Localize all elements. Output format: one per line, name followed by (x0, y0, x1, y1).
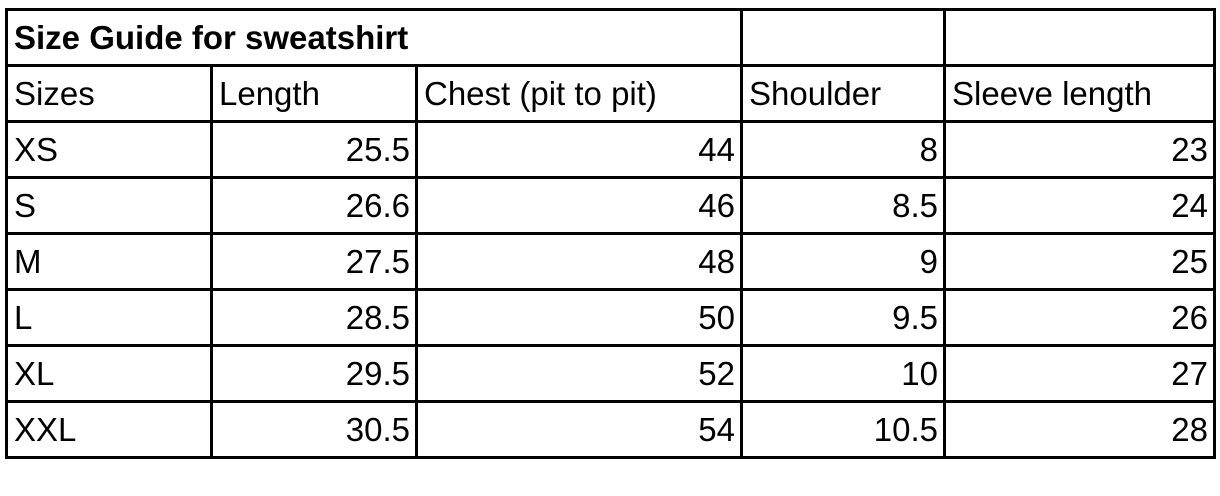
measurement-cell: 24 (943, 176, 1216, 235)
measurement-cell: 48 (415, 232, 743, 291)
size-cell: XXL (5, 400, 213, 459)
size-cell: M (5, 232, 213, 291)
column-header: Shoulder (740, 64, 946, 123)
column-header: Sleeve length (943, 64, 1216, 123)
column-header: Chest (pit to pit) (415, 64, 743, 123)
measurement-cell: 28.5 (210, 288, 418, 347)
measurement-cell: 26.6 (210, 176, 418, 235)
table-row: XXL 30.5 54 10.5 28 (5, 400, 1216, 459)
column-header: Sizes (5, 64, 213, 123)
table-row: XS 25.5 44 8 23 (5, 120, 1216, 179)
empty-cell (740, 8, 946, 67)
measurement-cell: 54 (415, 400, 743, 459)
table-row: M 27.5 48 9 25 (5, 232, 1216, 291)
measurement-cell: 29.5 (210, 344, 418, 403)
size-cell: XL (5, 344, 213, 403)
measurement-cell: 10 (740, 344, 946, 403)
table-row: XL 29.5 52 10 27 (5, 344, 1216, 403)
measurement-cell: 9.5 (740, 288, 946, 347)
empty-cell (943, 8, 1216, 67)
measurement-cell: 28 (943, 400, 1216, 459)
measurement-cell: 10.5 (740, 400, 946, 459)
measurement-cell: 25 (943, 232, 1216, 291)
table-row: L 28.5 50 9.5 26 (5, 288, 1216, 347)
measurement-cell: 25.5 (210, 120, 418, 179)
size-cell: L (5, 288, 213, 347)
measurement-cell: 8 (740, 120, 946, 179)
measurement-cell: 27 (943, 344, 1216, 403)
measurement-cell: 23 (943, 120, 1216, 179)
header-row: Sizes Length Chest (pit to pit) Shoulder… (5, 64, 1216, 123)
column-header: Length (210, 64, 418, 123)
measurement-cell: 8.5 (740, 176, 946, 235)
table-title: Size Guide for sweatshirt (5, 8, 743, 67)
measurement-cell: 52 (415, 344, 743, 403)
table-row: S 26.6 46 8.5 24 (5, 176, 1216, 235)
measurement-cell: 26 (943, 288, 1216, 347)
measurement-cell: 27.5 (210, 232, 418, 291)
size-cell: XS (5, 120, 213, 179)
measurement-cell: 30.5 (210, 400, 418, 459)
measurement-cell: 50 (415, 288, 743, 347)
size-cell: S (5, 176, 213, 235)
measurement-cell: 9 (740, 232, 946, 291)
measurement-cell: 44 (415, 120, 743, 179)
title-row: Size Guide for sweatshirt (5, 8, 1216, 67)
size-guide-table: Size Guide for sweatshirt Sizes Length C… (5, 8, 1216, 459)
measurement-cell: 46 (415, 176, 743, 235)
